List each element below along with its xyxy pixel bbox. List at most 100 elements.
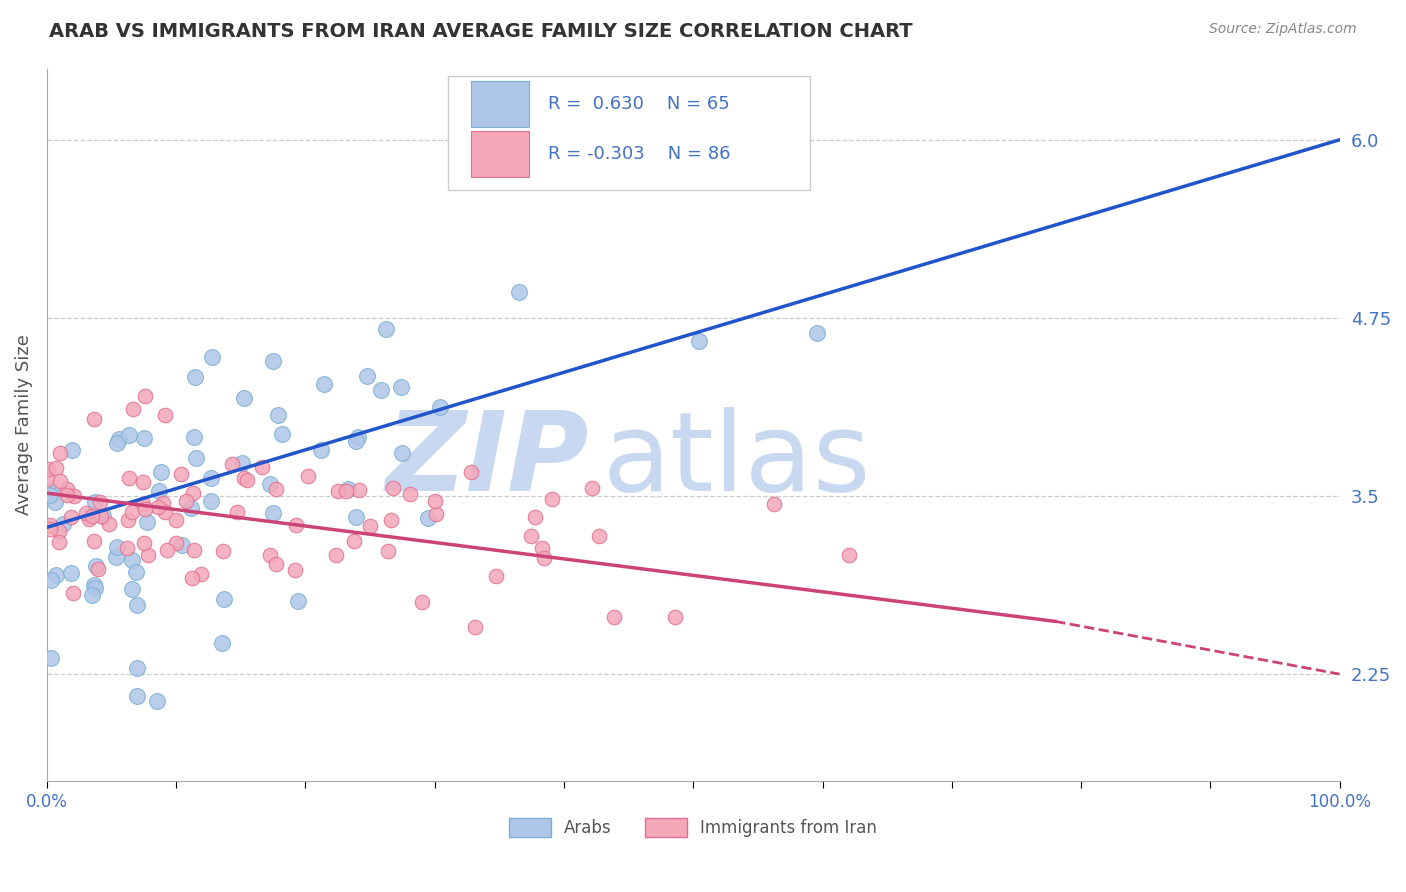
Point (200, 471, 222, 485)
Point (285, 518, 308, 533)
Point (45, 460, 67, 475)
Point (347, 430, 370, 444)
Point (79, 512, 101, 526)
Point (41, 484, 63, 499)
Point (90, 509, 112, 524)
Point (122, 402, 145, 417)
Point (108, 432, 131, 446)
Point (63, 490, 86, 504)
Point (233, 391, 256, 405)
Point (314, 377, 336, 392)
Point (411, 595, 433, 609)
Point (105, 550, 128, 565)
Point (201, 351, 224, 365)
Text: R =  0.630    N = 65: R = 0.630 N = 65 (548, 95, 730, 113)
Point (60, 443, 83, 458)
Point (259, 476, 281, 491)
Point (165, 535, 187, 549)
Point (181, 486, 204, 500)
Point (39, 573, 62, 587)
Point (236, 473, 259, 487)
Point (121, 505, 143, 519)
Point (838, 548, 860, 562)
Point (83, 533, 105, 548)
Point (183, 430, 205, 444)
Point (425, 507, 447, 521)
Point (418, 511, 440, 525)
Legend: Arabs, Immigrants from Iran: Arabs, Immigrants from Iran (503, 812, 884, 844)
Point (37, 472, 59, 486)
Point (125, 598, 148, 612)
Point (377, 544, 399, 558)
Point (287, 594, 309, 608)
Point (127, 661, 149, 675)
Point (183, 542, 205, 557)
Point (359, 518, 381, 533)
Point (335, 484, 357, 499)
Point (155, 505, 177, 519)
Point (121, 553, 143, 567)
Point (212, 591, 235, 606)
Point (370, 384, 392, 398)
Point (200, 494, 222, 508)
Point (132, 430, 155, 444)
Point (184, 450, 207, 465)
Point (264, 483, 287, 497)
Point (356, 369, 378, 384)
Point (806, 326, 828, 340)
Point (165, 513, 187, 527)
Point (297, 469, 319, 483)
Point (688, 334, 710, 348)
Point (38, 522, 60, 536)
Point (541, 492, 564, 507)
Point (80, 509, 103, 524)
Point (344, 510, 367, 524)
Point (533, 550, 555, 565)
Point (56, 482, 79, 496)
Point (180, 500, 202, 515)
Point (344, 434, 367, 449)
Point (105, 540, 128, 554)
Point (39, 650, 62, 665)
Point (520, 529, 543, 543)
Point (146, 694, 169, 708)
Point (262, 506, 284, 520)
Text: Source: ZipAtlas.com: Source: ZipAtlas.com (1209, 22, 1357, 37)
Point (153, 409, 176, 423)
Point (762, 497, 785, 511)
Point (381, 481, 404, 495)
Point (226, 505, 249, 519)
Point (152, 495, 174, 509)
Point (115, 541, 138, 555)
Point (264, 557, 287, 571)
Point (374, 321, 396, 335)
Point (349, 483, 371, 498)
Point (221, 457, 243, 471)
Point (267, 408, 290, 422)
Point (75, 506, 97, 520)
Point (83, 412, 105, 426)
Point (89, 495, 111, 509)
Point (425, 494, 447, 508)
Point (132, 536, 155, 550)
Point (117, 513, 139, 527)
Point (148, 500, 170, 514)
Point (131, 497, 153, 511)
Point (84, 582, 107, 596)
Point (39, 518, 62, 533)
Text: atlas: atlas (603, 407, 872, 514)
Point (429, 400, 451, 414)
Point (460, 466, 482, 480)
Point (262, 354, 284, 368)
Point (134, 389, 156, 403)
Point (125, 689, 148, 703)
Point (150, 465, 173, 479)
Text: R = -0.303    N = 86: R = -0.303 N = 86 (548, 145, 731, 163)
Point (271, 426, 294, 441)
Point (48, 534, 70, 549)
Point (581, 481, 603, 495)
Point (389, 380, 412, 394)
Point (524, 510, 547, 524)
Point (325, 548, 347, 562)
Point (231, 456, 253, 470)
